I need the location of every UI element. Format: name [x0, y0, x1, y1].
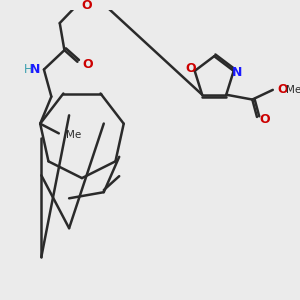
Text: O: O: [82, 58, 93, 71]
Text: N: N: [232, 66, 243, 79]
Text: O: O: [260, 113, 270, 126]
Text: N: N: [30, 63, 40, 76]
Text: O: O: [186, 62, 196, 76]
Text: O: O: [278, 83, 288, 96]
Text: O: O: [81, 0, 92, 12]
Text: H: H: [24, 63, 33, 76]
Text: Me: Me: [66, 130, 82, 140]
Text: Me: Me: [286, 85, 300, 95]
